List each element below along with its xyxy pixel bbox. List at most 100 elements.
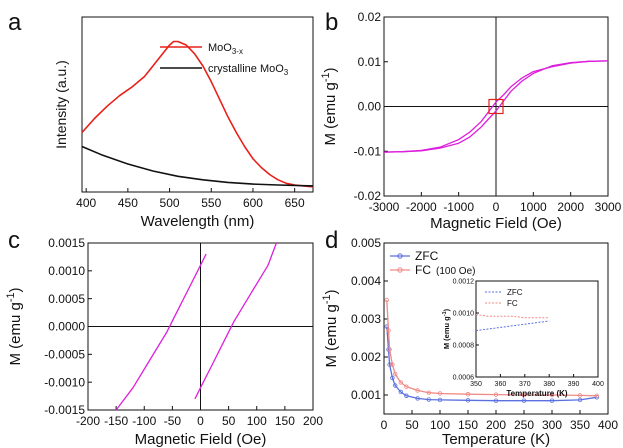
y-tick-label: 0.0010 <box>48 264 85 278</box>
x-tick-label: -100 <box>132 414 156 428</box>
x-tick-label: -3000 <box>369 200 400 214</box>
x-tick-label: 450 <box>118 196 138 210</box>
y-tick-label: -0.0010 <box>44 375 85 389</box>
series-point-zfc <box>415 396 420 401</box>
x-tick-label: 150 <box>458 418 478 432</box>
series-point-zfc <box>387 362 392 367</box>
series-point-zfc <box>493 398 499 403</box>
series-point-zfc <box>521 398 527 403</box>
x-tick-label: 200 <box>486 418 506 432</box>
inset-series-zfc <box>475 320 550 332</box>
x-tick-label: 650 <box>285 196 305 210</box>
series-point-zfc <box>404 393 409 398</box>
series-point-fc <box>437 391 443 396</box>
series-point-fc <box>386 328 391 333</box>
x-tick-label: 2000 <box>557 200 584 214</box>
inset-x-tick-label: 380 <box>543 381 555 388</box>
inset-y-tick-label: 0.0008 <box>453 343 475 350</box>
x-tick-label: 100 <box>247 414 267 428</box>
y-axis-label: M (emu g-1) <box>320 68 339 146</box>
y-tick-label: 0.01 <box>358 55 382 69</box>
series-point-fc <box>415 388 420 393</box>
hysteresis-branch-0 <box>383 60 609 153</box>
panel-c: -200 -150 -100 -50 0 50 100 150 200 -0.0015 -0.001… <box>5 236 323 448</box>
y-tick-label: 0.004 <box>351 274 381 288</box>
x-tick-label: 400 <box>598 418 618 432</box>
inset-legend-label: ZFC <box>507 288 523 297</box>
y-tick-label: 0.002 <box>351 350 381 364</box>
x-axis-label: Wavelength (nm) <box>141 213 255 230</box>
inset-y-tick-label: 0.0010 <box>453 311 475 318</box>
series-point-zfc <box>398 389 403 395</box>
legend-label: ZFC <box>415 249 439 263</box>
y-tick-label: 0.001 <box>351 388 381 402</box>
inset-legend-label: FC <box>507 299 518 308</box>
inset-frame <box>475 280 599 378</box>
inset-x-tick-label: 390 <box>568 381 580 388</box>
series-point-fc <box>404 384 409 389</box>
series-line-fc <box>386 299 597 397</box>
series-line-moo3x <box>81 40 314 188</box>
y-tick-label: -0.02 <box>354 189 382 203</box>
series-point-fc <box>493 392 499 397</box>
series-point-fc <box>387 347 392 352</box>
y-tick-label: 0.0005 <box>48 292 85 306</box>
y-tick-label: 0.005 <box>351 236 381 250</box>
x-tick-label: 50 <box>222 414 236 428</box>
x-tick-label: 1000 <box>520 200 547 214</box>
x-tick-label: -1000 <box>443 200 474 214</box>
x-tick-label: 550 <box>201 196 221 210</box>
inset-chart: 350 360 370 380 390 400 0.0006 0.0008 0.0010 0.00… <box>442 279 604 399</box>
hysteresis-branch-1 <box>383 60 609 153</box>
x-tick-label: -200 <box>76 414 100 428</box>
panel-label-d: d <box>325 227 338 254</box>
y-tick-label: 0.0000 <box>48 320 85 334</box>
x-tick-label: -50 <box>164 414 182 428</box>
series-line-crystalline <box>81 145 314 187</box>
zoom-highlight-box <box>488 98 504 115</box>
legend-marker <box>397 267 403 273</box>
panel-a-frame <box>81 16 314 193</box>
series-point-fc <box>426 390 431 395</box>
inset-x-axis-label: Temperature (K) <box>506 389 568 398</box>
inset-y-tick-label: 0.0012 <box>453 279 475 286</box>
series-point-fc <box>390 362 395 367</box>
x-tick-label: 400 <box>76 196 96 210</box>
x-axis-label: Temperature (K) <box>442 431 550 448</box>
legend-label: MoO3-x <box>208 42 243 56</box>
y-tick-label: -0.0005 <box>44 348 85 362</box>
x-tick-label: -2000 <box>406 200 437 214</box>
x-tick-label: 50 <box>405 418 419 432</box>
legend-label-suffix: (100 Oe) <box>436 266 475 277</box>
y-axis-label: M (emu g-1) <box>5 288 24 366</box>
x-tick-label: 600 <box>243 196 263 210</box>
x-tick-label: 350 <box>570 418 590 432</box>
series-point-zfc <box>437 397 443 403</box>
series-point-zfc <box>577 397 583 403</box>
panel-b: -3000 -2000 -1000 0 1000 2000 3000 -0.02 -0.01 0.… <box>320 10 622 232</box>
inset-x-tick-label: 400 <box>592 381 604 388</box>
series-line-zfc <box>386 326 597 402</box>
panel-d: 0 50 100 150 200 250 300 350 400 0.001 0.002 0.003 0… <box>321 236 618 448</box>
y-tick-label: -0.0015 <box>44 403 85 417</box>
inset-series-fc <box>475 314 550 319</box>
y-tick-label: -0.01 <box>354 144 382 158</box>
series-point-zfc <box>426 397 431 402</box>
x-tick-label: 0 <box>381 418 388 432</box>
panel-a: 400 450 500 550 600 650 Wavelength (nm) Intensi… <box>53 16 314 230</box>
panel-label-a: a <box>8 9 22 36</box>
series-point-zfc <box>465 398 471 403</box>
hysteresis-branch-0 <box>115 253 207 411</box>
x-tick-label: 300 <box>542 418 562 432</box>
y-axis-label: M (emu g-1) <box>321 290 340 368</box>
series-point-fc <box>521 392 527 398</box>
series-point-zfc <box>393 383 398 388</box>
series-point-fc <box>384 297 389 303</box>
inset-x-tick-label: 350 <box>470 381 482 388</box>
x-axis-label: Magnetic Field (Oe) <box>430 215 562 232</box>
legend-label: FC <box>415 263 431 277</box>
y-axis-label: Intensity (a.u.) <box>53 60 69 149</box>
inset-y-axis-label: M (emu g-1) <box>442 308 451 349</box>
inset-y-tick-label: 0.0006 <box>453 375 475 382</box>
